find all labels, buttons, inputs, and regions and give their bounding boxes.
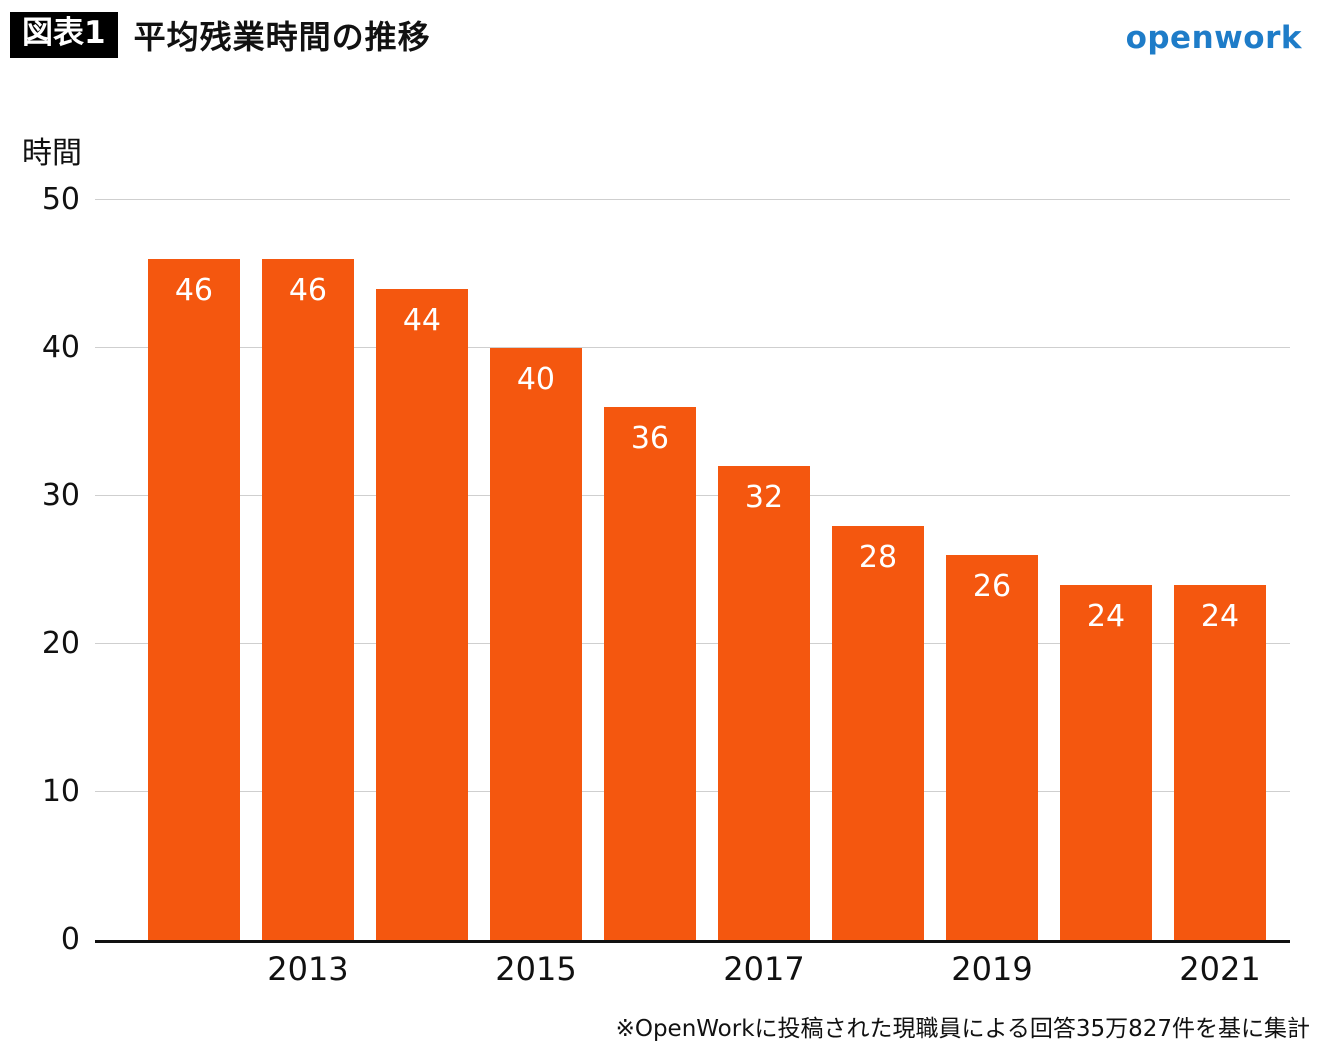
bar-value-label: 40 bbox=[516, 362, 556, 397]
bar-value-label: 24 bbox=[1086, 598, 1126, 634]
x-tick-label-2017: 2017 bbox=[723, 950, 805, 988]
bar-value-label: 46 bbox=[174, 273, 214, 309]
bar-2020: 24 bbox=[1059, 584, 1152, 940]
bar-value-label: 28 bbox=[858, 539, 898, 575]
source-note: ※OpenWorkに投稿された現職員による回答35万827件を基に集計 bbox=[615, 1016, 1310, 1042]
plot-area: 46 46 44 40 36 32 28 26 24 24 bbox=[95, 199, 1290, 943]
bar-value-label: 46 bbox=[288, 273, 328, 309]
y-tick-label: 30 bbox=[41, 478, 80, 513]
x-tick-label-2015: 2015 bbox=[495, 950, 577, 988]
y-axis: 0 10 20 30 40 50 bbox=[0, 185, 80, 955]
bar-2018: 28 bbox=[831, 525, 924, 940]
bar-2013: 46 bbox=[261, 259, 354, 940]
gridline bbox=[95, 199, 1290, 200]
bar-value-label: 26 bbox=[972, 569, 1012, 605]
bar-2012: 46 bbox=[147, 259, 240, 940]
bar-2016: 36 bbox=[603, 407, 696, 940]
bar-2015: 40 bbox=[489, 348, 582, 940]
bar-2014: 44 bbox=[375, 288, 468, 940]
bar-2021: 24 bbox=[1173, 584, 1266, 940]
bar-value-label: 24 bbox=[1200, 598, 1240, 634]
y-tick-label: 0 bbox=[60, 922, 80, 957]
bar-value-label: 36 bbox=[630, 421, 670, 457]
y-tick-label: 10 bbox=[41, 774, 80, 809]
y-axis-unit-label: 時間 bbox=[22, 136, 82, 171]
bar-value-label: 32 bbox=[744, 480, 784, 516]
x-tick-label-2013: 2013 bbox=[267, 950, 349, 988]
chart-header: 図表1 平均残業時間の推移 bbox=[10, 12, 431, 58]
figure-badge: 図表1 bbox=[10, 12, 118, 58]
y-tick-label: 40 bbox=[41, 330, 80, 365]
openwork-logo: openwork bbox=[1125, 20, 1302, 56]
bar-2017: 32 bbox=[717, 466, 810, 940]
x-tick-label-2019: 2019 bbox=[951, 950, 1033, 988]
bar-2019: 26 bbox=[945, 555, 1038, 940]
x-tick-label-2021: 2021 bbox=[1179, 950, 1261, 988]
gridline bbox=[95, 347, 1290, 348]
y-tick-label: 20 bbox=[41, 626, 80, 661]
x-axis: 2013 2015 2017 2019 2021 bbox=[95, 950, 1290, 1002]
bar-value-label: 44 bbox=[402, 302, 442, 338]
y-tick-label: 50 bbox=[41, 182, 80, 217]
chart-title: 平均残業時間の推移 bbox=[133, 18, 431, 56]
